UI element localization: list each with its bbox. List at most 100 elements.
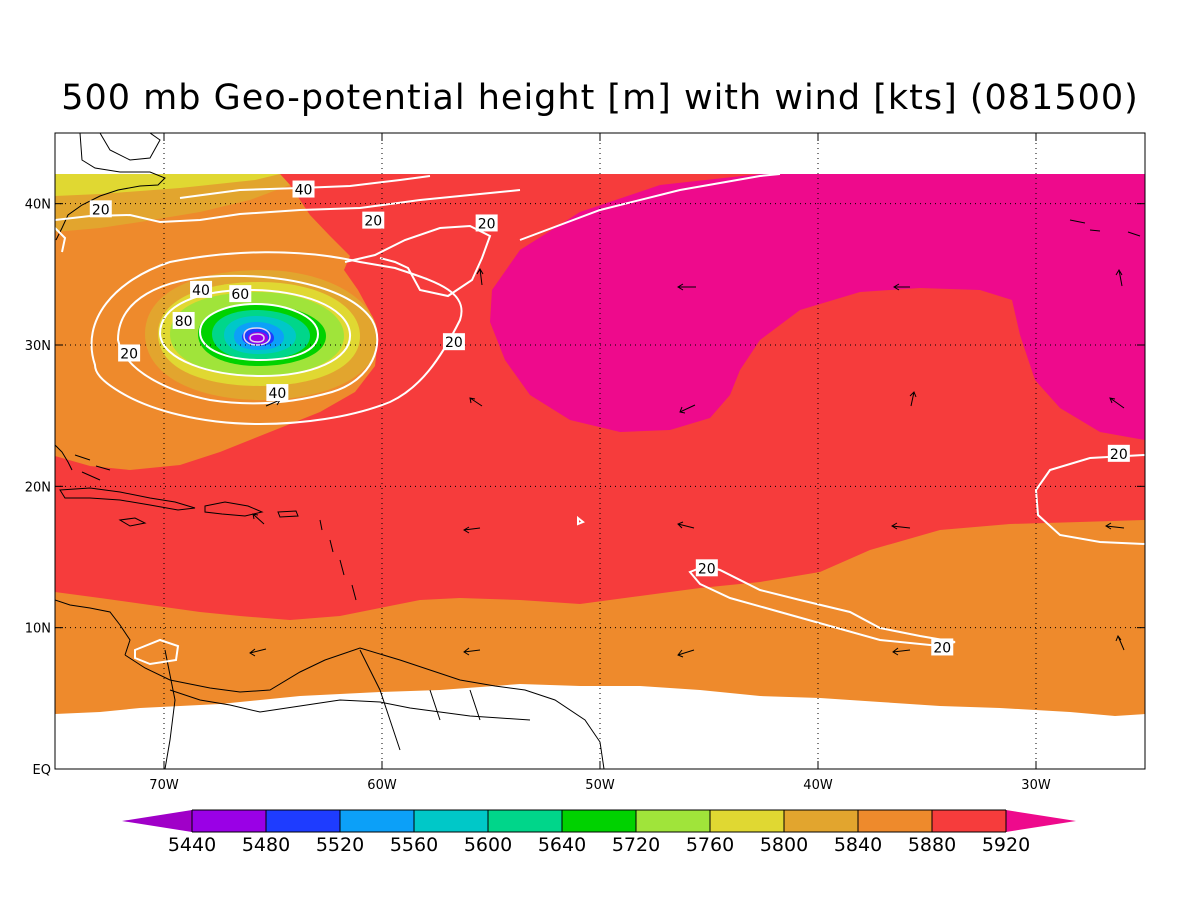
x-tick-label: 60W bbox=[367, 778, 397, 793]
wind-contour-40-north bbox=[179, 175, 431, 199]
wind-contour-label-text: 60 bbox=[231, 287, 249, 303]
central-america-coastline bbox=[55, 599, 131, 656]
y-tick-label: 10N bbox=[25, 622, 51, 637]
wind-arrow bbox=[677, 521, 695, 529]
wind-arrow bbox=[252, 513, 265, 525]
andes-interior bbox=[164, 649, 176, 769]
colorbar: 5440 5480 5520 5560 5600 5640 5720 5760 5800 5840… bbox=[122, 809, 1076, 856]
axis-ticks: 70W 60W 50W 40W 30W EQ 10N 20N 30N 40N bbox=[25, 133, 1145, 793]
colorbar-swatch bbox=[488, 810, 562, 832]
wind-contour-label-text: 20 bbox=[445, 335, 463, 351]
florida-coastline bbox=[55, 444, 73, 471]
colorbar-level-label: 5640 bbox=[538, 834, 586, 856]
wind-contour-40-low bbox=[116, 274, 379, 405]
bahamas-outline bbox=[74, 454, 111, 481]
wind-contour-label: 20 bbox=[695, 559, 718, 577]
wind-contour-label: 20 bbox=[1107, 444, 1130, 463]
wind-arrow bbox=[249, 648, 267, 657]
wind-contour-label: 40 bbox=[292, 180, 315, 199]
colorbar-swatch bbox=[340, 810, 414, 832]
wind-contour-label-bg bbox=[931, 638, 954, 656]
wind-contour-label-bg bbox=[118, 344, 141, 362]
wind-arrow bbox=[679, 404, 696, 414]
colorbar-level-label: 5600 bbox=[464, 834, 512, 856]
wind-contour-label-text: 40 bbox=[192, 283, 210, 299]
wind-contour-label: 40 bbox=[190, 280, 213, 299]
wind-arrow bbox=[463, 526, 481, 534]
colorbar-swatch bbox=[192, 810, 266, 832]
wind-contour-label: 20 bbox=[475, 214, 498, 232]
colorbar-level-label: 5720 bbox=[612, 834, 660, 856]
colorbar-arrow-left bbox=[122, 810, 192, 832]
wind-arrow bbox=[1115, 634, 1125, 651]
wind-arrow bbox=[1105, 522, 1125, 530]
wind-contour-label: 80 bbox=[172, 311, 195, 330]
venezuela-interior bbox=[169, 689, 531, 721]
wind-contour-label-text: 80 bbox=[175, 314, 193, 330]
wind-contour-label-text: 20 bbox=[92, 202, 110, 218]
wind-contour-label-bg bbox=[190, 280, 213, 298]
colorbar-level-label: 5880 bbox=[908, 834, 956, 856]
wind-contour-20-west bbox=[55, 227, 67, 253]
wind-contour-label-bg bbox=[442, 333, 465, 351]
wind-contour-label-text: 20 bbox=[364, 214, 382, 230]
wind-arrow bbox=[469, 397, 483, 407]
colorbar-level-label: 5800 bbox=[760, 834, 808, 856]
wind-arrow bbox=[909, 391, 917, 407]
y-tick-label: EQ bbox=[33, 763, 51, 778]
north-america-coastline bbox=[55, 133, 166, 241]
colorbar-swatch bbox=[562, 810, 636, 832]
wind-contour-label: 20 bbox=[931, 638, 954, 656]
cuba-outline bbox=[59, 487, 196, 511]
wind-contour-label: 40 bbox=[266, 384, 289, 402]
wind-contour-label-bg bbox=[172, 311, 195, 329]
colorbar-swatch bbox=[858, 810, 932, 832]
wind-contour-label-bg bbox=[266, 384, 289, 402]
wind-contour-label-bg bbox=[475, 214, 498, 232]
wind-contour-20-south bbox=[134, 638, 180, 666]
wind-arrow bbox=[677, 649, 695, 658]
x-tick-label: 70W bbox=[149, 778, 179, 793]
wind-contour-label: 20 bbox=[442, 333, 465, 351]
chart-title: 500 mb Geo-potential height [m] with win… bbox=[61, 78, 1139, 118]
colorbar-level-label: 5920 bbox=[982, 834, 1030, 856]
wind-arrow bbox=[463, 647, 481, 656]
height-band-5800-north bbox=[55, 174, 280, 196]
colorbar-level-label: 5440 bbox=[168, 834, 216, 856]
colorbar-swatch bbox=[932, 810, 1006, 832]
wind-contour-label-text: 20 bbox=[698, 561, 716, 577]
x-tick-label: 40W bbox=[803, 778, 833, 793]
wind-arrow bbox=[1115, 269, 1123, 287]
wind-contour-label: 20 bbox=[118, 344, 141, 362]
wind-contour-label: 60 bbox=[229, 285, 252, 303]
wind-arrow bbox=[1109, 397, 1125, 409]
wind-contour-label-bg bbox=[292, 180, 315, 198]
x-tick-label: 30W bbox=[1021, 778, 1051, 793]
jamaica-outline bbox=[118, 517, 147, 527]
grid-layer bbox=[55, 133, 1145, 769]
wind-contour-20-east bbox=[1034, 454, 1145, 545]
wind-contour-label-text: 20 bbox=[478, 216, 496, 232]
wind-contour-label-text: 20 bbox=[120, 346, 138, 362]
small-islands-east bbox=[1069, 219, 1141, 237]
wind-arrow bbox=[891, 522, 911, 530]
colorbar-swatch bbox=[636, 810, 710, 832]
colorbar-swatch bbox=[266, 810, 340, 832]
colorbar-level-label: 5560 bbox=[390, 834, 438, 856]
colorbar-swatch bbox=[710, 810, 784, 832]
colorbar-level-label: 5760 bbox=[686, 834, 734, 856]
south-america-coastline bbox=[124, 647, 605, 769]
height-band-above-5920 bbox=[490, 174, 1145, 440]
colorbar-arrow-right bbox=[1006, 810, 1076, 832]
wind-contour-label: 20 bbox=[362, 211, 385, 230]
wind-contour-20-arc bbox=[519, 173, 781, 241]
puerto-rico-outline bbox=[277, 510, 299, 518]
wind-contour-20-dot bbox=[577, 515, 585, 526]
wind-contour-label-bg bbox=[695, 559, 718, 577]
wind-contour-label-bg bbox=[1107, 444, 1130, 462]
wind-contour-20-northwest bbox=[55, 189, 521, 224]
colorbar-level-label: 5520 bbox=[316, 834, 364, 856]
colorbar-swatch bbox=[784, 810, 858, 832]
wind-contour-label-text: 40 bbox=[295, 183, 313, 199]
